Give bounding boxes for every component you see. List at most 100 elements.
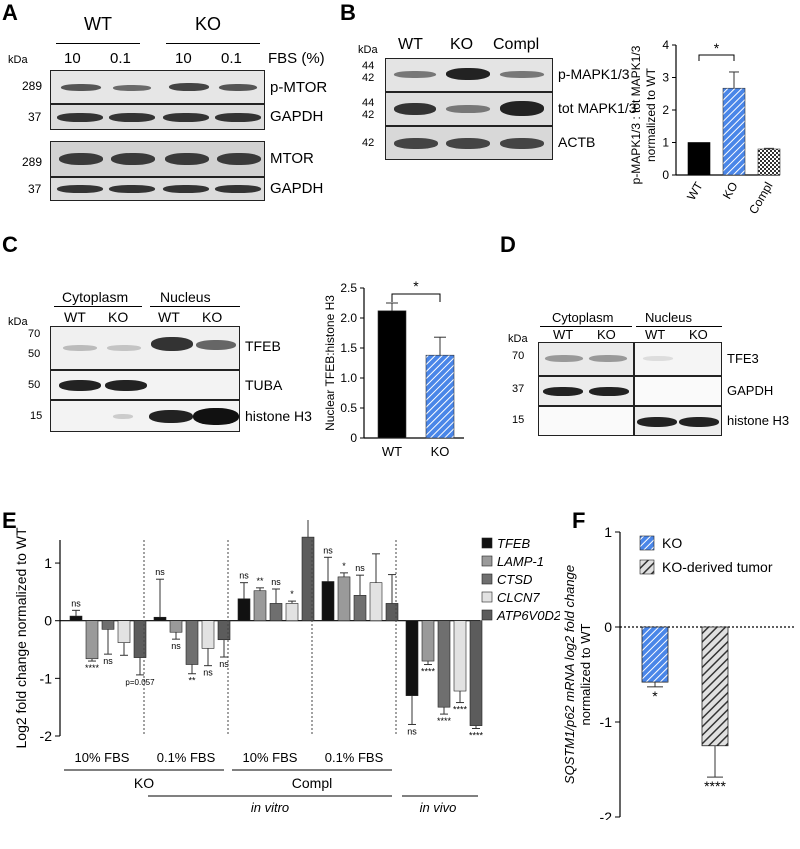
blot-label-p-mapk: p-MAPK1/3 bbox=[558, 66, 630, 82]
legend-swatch bbox=[481, 537, 493, 549]
blot-histone-h3 bbox=[50, 400, 240, 432]
x-tick-label: Compl bbox=[746, 180, 775, 217]
group-ko-label: KO bbox=[195, 14, 222, 34]
blot-label-mtor: MTOR bbox=[270, 150, 314, 167]
significance-label: ns bbox=[71, 598, 81, 608]
bar bbox=[169, 620, 183, 633]
panel-label-f: F bbox=[572, 508, 586, 533]
significance-label: ns bbox=[323, 545, 333, 555]
bar bbox=[469, 620, 483, 726]
group-wt-label: WT bbox=[84, 14, 112, 34]
blot-tot-mapk bbox=[385, 92, 553, 126]
lane-label: KO bbox=[689, 327, 708, 342]
fraction-line bbox=[636, 326, 722, 327]
y-tick-label: 4 bbox=[662, 40, 669, 52]
significance-label: ns bbox=[407, 726, 417, 736]
legend-swatch bbox=[481, 591, 493, 603]
significance-label: ns bbox=[239, 571, 249, 581]
bar bbox=[701, 626, 729, 747]
kda-marker: 15 bbox=[30, 410, 43, 422]
y-tick-label: -1 bbox=[600, 714, 613, 730]
blot-label-histone-h3: histone H3 bbox=[245, 408, 312, 424]
blot-gapdh-nucleus bbox=[634, 376, 722, 406]
fraction-label: Nucleus bbox=[160, 289, 211, 305]
bar bbox=[269, 603, 283, 622]
blot-gapdh-cytoplasm bbox=[538, 376, 634, 406]
y-axis-label: normalized to WT bbox=[578, 624, 593, 726]
y-tick-label: 1 bbox=[604, 524, 612, 540]
y-tick-label: 1.5 bbox=[340, 341, 357, 355]
y-axis-label: Nuclear TFEB:histone H3 bbox=[323, 295, 337, 431]
panel-label-c: C bbox=[2, 232, 18, 257]
significance-label: ns bbox=[271, 577, 281, 587]
blot-label-tuba: TUBA bbox=[245, 377, 283, 393]
y-tick-label: 2.5 bbox=[340, 281, 357, 295]
bar bbox=[757, 148, 781, 176]
blot-p-mapk bbox=[385, 58, 553, 92]
blot-label-gapdh: GAPDH bbox=[270, 180, 324, 197]
legend-swatch bbox=[481, 555, 493, 567]
y-tick-label: -2 bbox=[600, 809, 613, 820]
x-group-label: 10% FBS bbox=[75, 750, 130, 765]
chart-b: 0 1 2 3 4 WT KO Compl * p-MAPK1/3 : tot MAPK1/3 no… bbox=[629, 40, 781, 217]
y-tick-label: 0 bbox=[662, 168, 669, 182]
condition-label: 0.1 bbox=[221, 50, 242, 67]
blot-tfe3-cytoplasm bbox=[538, 342, 634, 376]
blot-label-actb: ACTB bbox=[558, 134, 596, 150]
blot-gapdh bbox=[50, 104, 265, 130]
x-group-label: 0.1% FBS bbox=[157, 750, 216, 765]
annotation: in vitro bbox=[251, 800, 289, 815]
condition-label: 0.1 bbox=[110, 50, 131, 67]
kda-marker: 44 bbox=[362, 97, 375, 109]
bar bbox=[85, 620, 99, 660]
y-tick-label: 1 bbox=[44, 555, 52, 571]
significance-label: **** bbox=[421, 667, 436, 677]
bar bbox=[185, 620, 199, 665]
panel-label-a: A bbox=[2, 0, 18, 25]
significance-label: **** bbox=[85, 663, 100, 673]
kda-header: kDa bbox=[8, 54, 28, 66]
fraction-label: Cytoplasm bbox=[62, 289, 129, 305]
lane-label: Compl bbox=[493, 36, 540, 53]
y-tick-label: 1.0 bbox=[340, 371, 357, 385]
significance-bracket bbox=[698, 54, 735, 61]
y-tick-label: 2.0 bbox=[340, 311, 357, 325]
legend-label: KO bbox=[662, 535, 682, 551]
kda-marker: 42 bbox=[362, 72, 375, 84]
lane-label: WT bbox=[64, 309, 86, 325]
bar bbox=[722, 87, 746, 176]
y-tick-label: 0 bbox=[350, 431, 357, 445]
significance-label: **** bbox=[469, 731, 484, 741]
significance-label: ns bbox=[219, 659, 229, 669]
legend-label: KO-derived tumor bbox=[662, 559, 773, 575]
condition-label: 10 bbox=[175, 50, 192, 67]
legend-label: ATP6V0D2 bbox=[496, 608, 560, 623]
y-axis-label: normalized to WT bbox=[644, 67, 658, 162]
kda-marker: 37 bbox=[28, 182, 42, 196]
legend-label: LAMP-1 bbox=[497, 554, 544, 569]
x-tick-label: KO bbox=[431, 444, 450, 459]
significance-label: * bbox=[342, 561, 346, 571]
x-group-label: 0.1% FBS bbox=[325, 750, 384, 765]
fraction-line bbox=[150, 306, 240, 307]
significance-label: * bbox=[290, 589, 294, 599]
bar bbox=[253, 590, 267, 622]
kda-marker: 15 bbox=[512, 414, 525, 426]
bar bbox=[353, 595, 367, 622]
x-tick-label: WT bbox=[684, 179, 706, 203]
significance-label: ns bbox=[155, 567, 165, 577]
lane-label: KO bbox=[202, 309, 223, 325]
kda-marker: 70 bbox=[28, 328, 41, 340]
y-tick-label: 0 bbox=[44, 613, 52, 629]
bar bbox=[101, 620, 115, 630]
significance-label: ns bbox=[171, 641, 181, 651]
lane-label: KO bbox=[450, 36, 474, 53]
bar bbox=[237, 598, 251, 622]
blot-label-p-mtor: p-MTOR bbox=[270, 79, 328, 96]
blot-tfe3-nucleus bbox=[634, 342, 722, 376]
kda-marker: 44 bbox=[362, 60, 375, 72]
kda-marker: 289 bbox=[22, 79, 43, 93]
blot-label-tot-mapk: tot MAPK1/3 bbox=[558, 100, 637, 116]
blot-label-tfeb: TFEB bbox=[245, 338, 281, 354]
lane-label: WT bbox=[158, 309, 180, 325]
